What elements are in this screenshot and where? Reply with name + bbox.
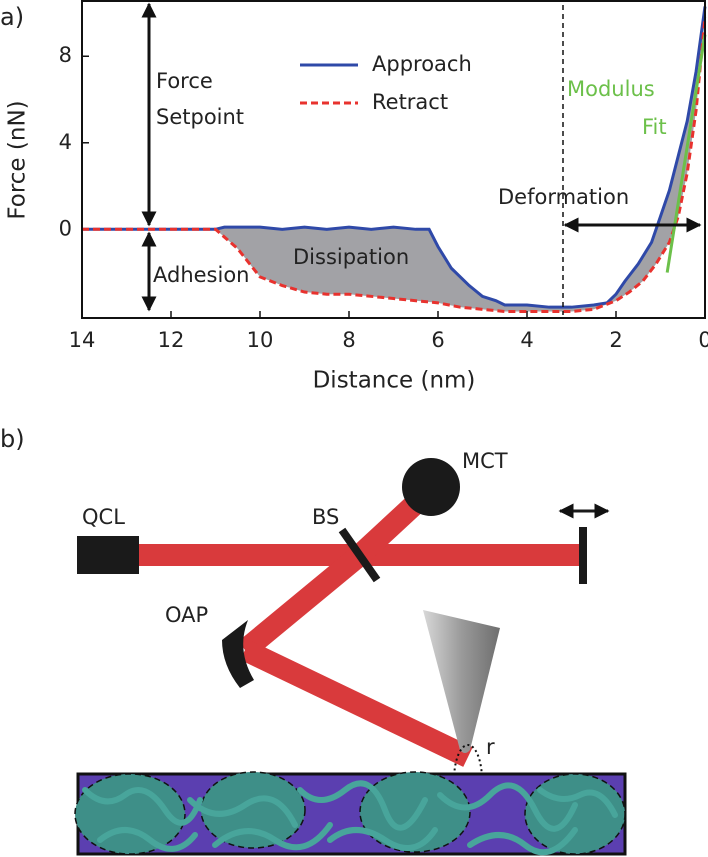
label: BS xyxy=(312,505,339,529)
x-tick-label: 4 xyxy=(520,328,533,352)
oap xyxy=(222,620,254,688)
x-axis-label: Distance (nm) xyxy=(313,368,476,394)
line xyxy=(82,6,707,309)
fit-label: Fit xyxy=(642,115,667,139)
annotation: Dissipation xyxy=(293,245,409,269)
x-tick-label: 6 xyxy=(431,328,444,352)
x-tick-label: 0 xyxy=(698,328,708,352)
domains xyxy=(74,771,626,855)
x-tick-label: 2 xyxy=(609,328,622,352)
fit-label: Modulus xyxy=(567,77,655,101)
y-tick-label: 8 xyxy=(59,43,72,67)
label: QCL xyxy=(82,505,125,529)
y-tick-label: 0 xyxy=(59,216,72,240)
annotation: Deformation xyxy=(498,185,629,209)
beam-splitter xyxy=(338,527,381,583)
plot-a: 14 12 10 8 6 4 2 0 0 4 8 xyxy=(59,0,708,352)
y-axis-label: Force (nN) xyxy=(5,100,31,219)
annotation: Adhesion xyxy=(153,263,250,287)
mct xyxy=(402,458,460,516)
diagram: b) QCL BS MCT OAP r xyxy=(0,425,627,856)
legend-label: Retract xyxy=(372,90,448,114)
qcl xyxy=(77,536,139,574)
dissipation-area xyxy=(126,6,705,312)
plot-frame xyxy=(81,0,706,319)
x-tick-label: 8 xyxy=(342,328,355,352)
y-tick-label: 4 xyxy=(59,130,72,154)
legend-label: Approach xyxy=(372,52,472,76)
panel-label: a) xyxy=(0,3,24,31)
annotation: Force xyxy=(156,69,213,93)
x-tick-label: 10 xyxy=(247,328,274,352)
afm-tip xyxy=(423,610,500,753)
label: OAP xyxy=(165,603,208,627)
label: r xyxy=(486,735,495,759)
fit-line xyxy=(665,34,707,273)
label: MCT xyxy=(462,449,508,473)
x-tick-label: 14 xyxy=(69,328,96,352)
polymer-chains xyxy=(82,780,618,856)
annotation: Setpoint xyxy=(156,105,244,129)
panel-label: b) xyxy=(0,425,25,453)
line xyxy=(82,17,707,314)
x-tick-label: 12 xyxy=(158,328,185,352)
